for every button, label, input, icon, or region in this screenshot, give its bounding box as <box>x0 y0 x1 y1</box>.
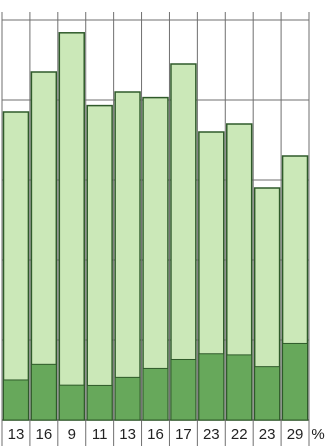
x-tick-label: 16 <box>36 426 53 443</box>
bar-segment-upper <box>2 111 30 421</box>
bar-segment-lower <box>282 342 309 421</box>
bars <box>2 32 309 421</box>
x-tick-label: 16 <box>147 426 164 443</box>
bar-segment-upper <box>86 104 113 421</box>
x-tick-label: 22 <box>231 426 248 443</box>
x-tick-label: 17 <box>175 426 192 443</box>
bar-segment-upper <box>142 96 169 421</box>
unit-label: % <box>311 426 324 443</box>
bar-segment-lower <box>198 353 225 421</box>
bar-segment-upper <box>58 32 85 421</box>
bar-segment-lower <box>3 379 29 421</box>
bar-segment-lower <box>226 354 253 421</box>
bar-segment-upper <box>114 91 141 421</box>
x-tick-label: 23 <box>259 426 276 443</box>
bar-segment-lower <box>86 384 113 421</box>
bar-segment-lower <box>170 358 197 421</box>
x-tick-label: 29 <box>287 426 304 443</box>
tick-labels: 13 16 9 11 13 16 17 23 22 23 29 <box>8 426 304 443</box>
bar-segment-upper <box>30 71 58 421</box>
x-tick-label: 13 <box>119 426 136 443</box>
bar-segment-lower <box>30 363 57 421</box>
x-tick-label: 13 <box>8 426 25 443</box>
x-tick-label: 11 <box>92 426 108 443</box>
bar-segment-lower <box>142 367 169 421</box>
x-tick-label: 23 <box>203 426 220 443</box>
x-tick-label: 9 <box>68 426 76 443</box>
bar-segment-lower <box>114 376 141 421</box>
bar-segment-lower <box>254 366 281 421</box>
bar-segment-lower <box>58 384 85 421</box>
